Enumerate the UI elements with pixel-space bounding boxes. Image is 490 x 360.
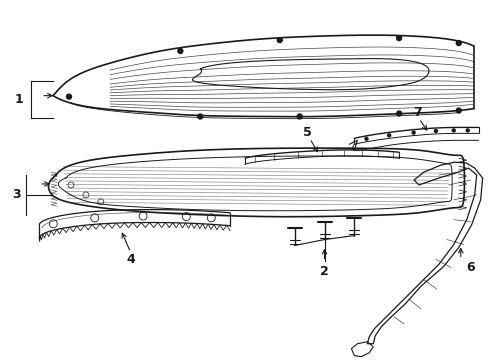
Circle shape [67,94,72,99]
Circle shape [435,130,438,132]
Text: 3: 3 [12,188,21,201]
Circle shape [412,131,415,134]
Circle shape [396,36,402,41]
Text: 7: 7 [413,106,421,119]
Circle shape [456,41,461,46]
Circle shape [178,49,183,54]
Circle shape [466,129,469,132]
Circle shape [277,37,282,42]
Text: 2: 2 [320,265,329,278]
Circle shape [365,137,368,140]
Text: 5: 5 [303,126,312,139]
Circle shape [388,134,391,137]
Text: 4: 4 [126,253,135,266]
Circle shape [396,111,402,116]
Circle shape [198,114,203,119]
Text: 1: 1 [15,93,24,106]
Circle shape [456,108,461,113]
Circle shape [297,114,302,119]
Text: 6: 6 [466,261,475,274]
Circle shape [452,129,455,132]
